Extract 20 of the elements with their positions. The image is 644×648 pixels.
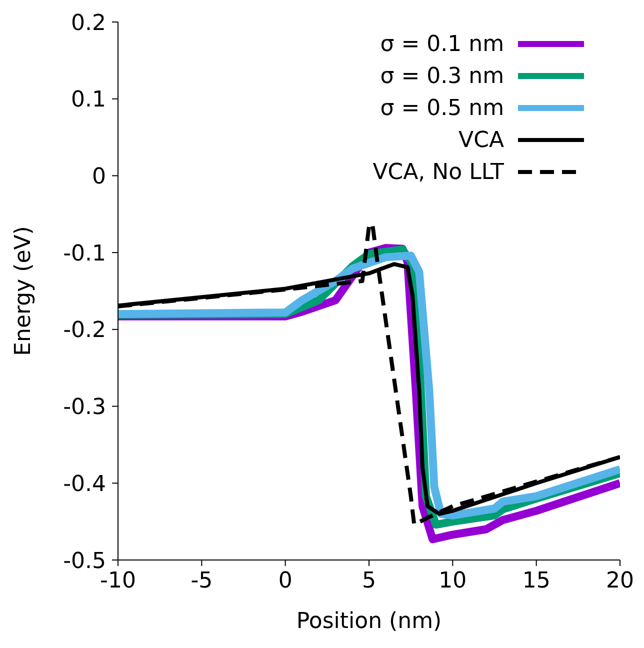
legend-label: σ = 0.1 nm bbox=[380, 32, 504, 56]
x-tick-label: 15 bbox=[522, 568, 550, 594]
legend-label: σ = 0.5 nm bbox=[380, 96, 504, 120]
x-tick-label: 0 bbox=[278, 568, 292, 594]
legend-label: VCA, No LLT bbox=[372, 160, 504, 184]
legend-label: σ = 0.3 nm bbox=[380, 64, 504, 88]
x-axis-title: Position (nm) bbox=[296, 609, 442, 634]
x-tick-label: 10 bbox=[438, 568, 467, 594]
y-tick-label: -0.1 bbox=[63, 241, 106, 266]
x-tick-label: 20 bbox=[606, 568, 634, 594]
x-tick-label: 5 bbox=[362, 568, 376, 594]
y-tick-label: 0.2 bbox=[71, 10, 106, 36]
x-tick-label: -5 bbox=[190, 568, 213, 594]
y-tick-label: -0.2 bbox=[63, 318, 106, 344]
y-tick-label: -0.4 bbox=[63, 472, 106, 497]
y-axis-title: Energy (eV) bbox=[10, 226, 36, 356]
y-tick-label: 0 bbox=[92, 164, 106, 190]
y-tick-label: 0.1 bbox=[71, 88, 106, 113]
y-tick-label: -0.3 bbox=[63, 395, 106, 420]
legend-label: VCA bbox=[458, 128, 504, 152]
